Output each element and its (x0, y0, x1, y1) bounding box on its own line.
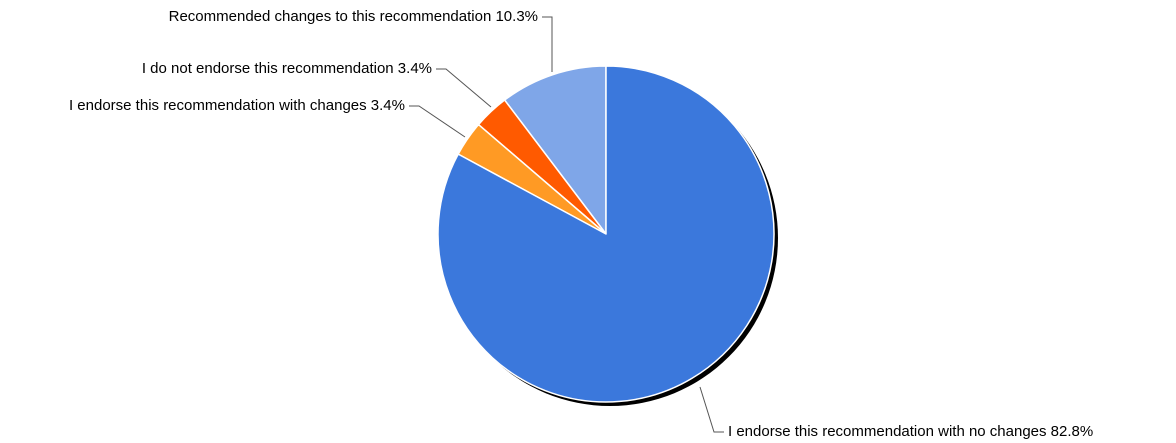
leader-lines (409, 16, 724, 433)
pie-slices (437, 65, 775, 403)
pie-slice-1 (503, 65, 607, 235)
leader-line-4 (699, 386, 724, 433)
pie-slice-4 (437, 65, 775, 403)
leader-line-3 (409, 105, 466, 138)
leader-line-1 (542, 16, 553, 72)
leader-line-2 (436, 68, 492, 108)
slice-labels: Recommended changes to this recommendati… (69, 8, 1093, 440)
slice-label-2: I do not endorse this recommendation 3.4… (142, 60, 432, 77)
slice-label-1: Recommended changes to this recommendati… (169, 8, 538, 25)
slice-label-4: I endorse this recommendation with no ch… (728, 423, 1093, 440)
slice-label-3: I endorse this recommendation with chang… (69, 97, 405, 114)
